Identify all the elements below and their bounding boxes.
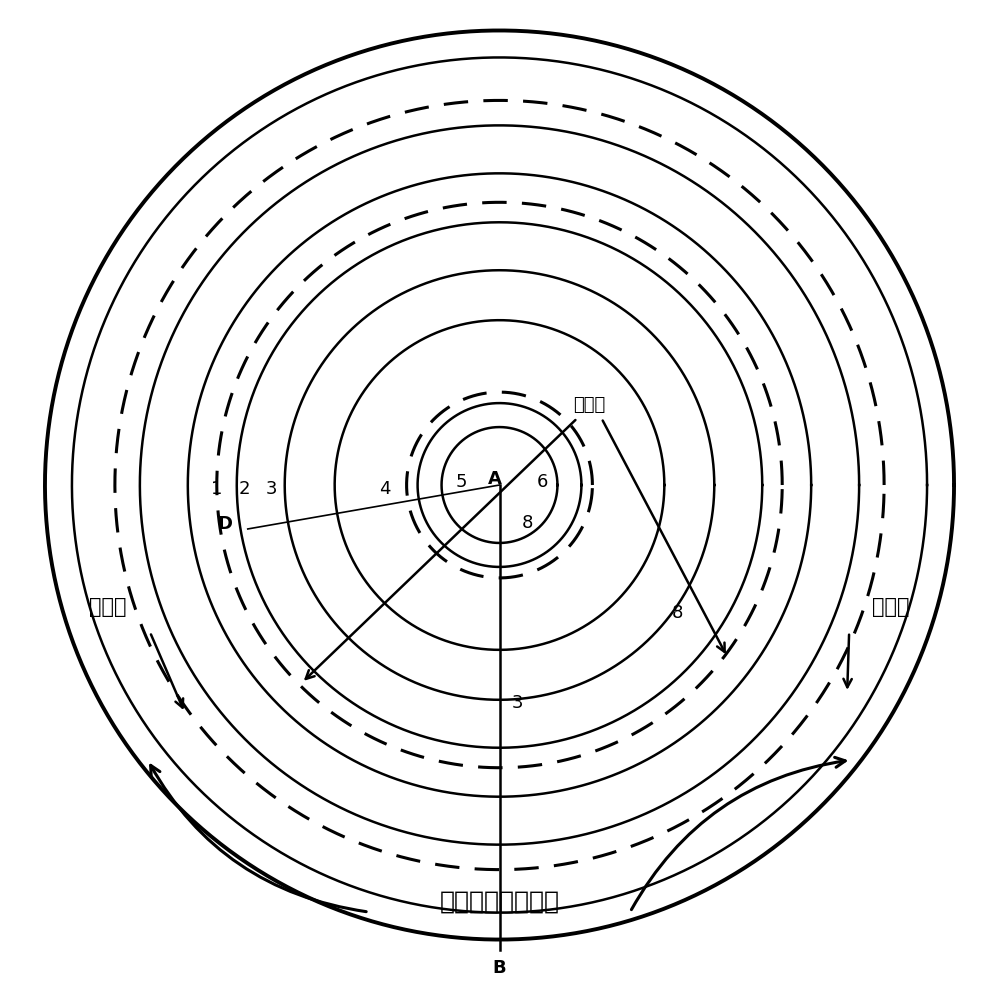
Text: 元胞区: 元胞区 bbox=[872, 597, 910, 617]
Text: 1: 1 bbox=[211, 480, 223, 498]
Text: 8: 8 bbox=[671, 604, 683, 622]
Text: B: B bbox=[493, 959, 506, 977]
Text: 交界处: 交界处 bbox=[573, 396, 605, 414]
Text: 6: 6 bbox=[536, 473, 548, 491]
Text: 非元胞区（场区）: 非元胞区（场区） bbox=[440, 890, 559, 914]
Text: 5: 5 bbox=[456, 473, 468, 491]
Text: 8: 8 bbox=[521, 514, 533, 532]
Text: 元胞区: 元胞区 bbox=[89, 597, 127, 617]
Text: 3: 3 bbox=[266, 480, 278, 498]
Text: 2: 2 bbox=[239, 480, 251, 498]
Text: 4: 4 bbox=[379, 480, 391, 498]
Text: D: D bbox=[217, 515, 233, 533]
Text: 3: 3 bbox=[511, 694, 523, 712]
Text: A: A bbox=[488, 470, 501, 488]
